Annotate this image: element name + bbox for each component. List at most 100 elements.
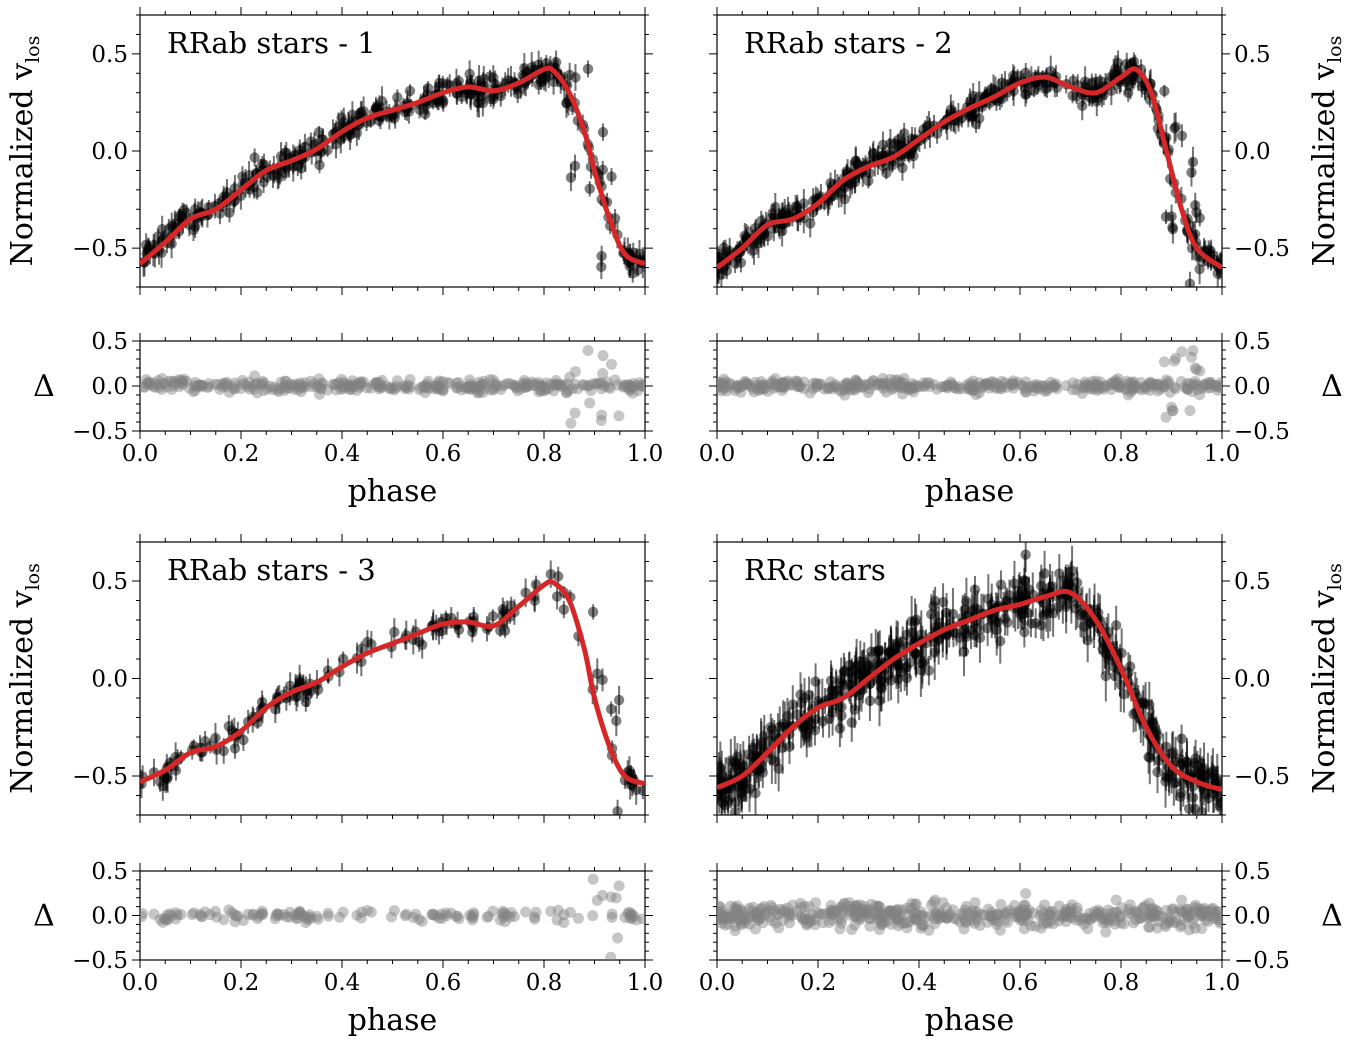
residual-point [826,908,838,920]
residual-point [901,917,913,929]
residual-point [918,381,930,393]
residual-point [1060,910,1072,922]
residual-point [902,383,914,395]
residual-point [451,382,463,394]
residual-point [850,900,862,912]
residual-point [884,373,896,385]
residual-point [247,380,259,392]
residual-point [1013,905,1025,917]
y-axis-label-main: Normalized v [1307,63,1342,266]
residual-point [594,378,606,390]
residual-point [728,910,740,922]
residual-point [161,909,173,921]
res-1-x-tick-label: 0.4 [901,441,938,467]
residual-point [228,908,240,920]
residual-point [968,905,980,917]
residual-point [590,378,602,390]
residual-point [1137,911,1149,923]
residual-point [748,386,760,398]
residual-point [1012,911,1024,923]
residual-point [872,909,884,921]
residual-point [1062,907,1074,919]
residual-point [819,908,831,920]
y-axis-label: Normalized vlos [1307,36,1346,267]
residual-point [838,379,850,391]
data-point [433,81,444,92]
residual-point [473,387,485,399]
residual-point [1008,382,1020,394]
residual-point [465,381,477,393]
residual-point [1175,376,1187,388]
residual-point [613,410,625,422]
x-axis-label: phase [348,1003,438,1038]
residual-point [203,381,215,393]
residual-point [299,381,311,393]
residual-point [1129,381,1141,393]
residual-point [361,382,373,394]
residual-point [456,384,468,396]
residual-point [1207,902,1219,914]
residual-point [897,376,909,388]
residual-point [1199,378,1211,390]
residual-point [1007,375,1019,387]
residual-point [196,379,208,391]
residual-point [451,382,463,394]
data-point [403,106,415,117]
data-point [356,643,367,654]
residual-point [839,384,851,396]
residual-point [1037,908,1049,920]
residual-point [1084,380,1096,392]
main-0-x-ticks [139,7,646,295]
data-point [1121,58,1132,69]
residual-point [376,374,388,386]
residual-point [501,909,513,921]
data-point [846,717,857,728]
residual-point [874,901,886,913]
residual-point [906,383,918,395]
residual-point [736,380,748,392]
residual-point [413,913,425,925]
data-point [1094,75,1106,87]
residual-point [1114,382,1126,394]
residual-point [1180,906,1192,918]
data-point [553,571,564,582]
residual-point [1071,902,1083,914]
residual-point [839,898,851,910]
res-2-x-ticks [139,863,646,968]
residual-point [731,900,743,912]
residual-point [294,377,306,389]
residual-point [370,377,382,389]
residual-point [217,381,229,393]
residual-point [335,383,347,395]
residual-point [846,924,858,936]
residual-point [836,917,848,929]
residual-point [835,902,847,914]
residual-point [1147,378,1159,390]
residual-point [798,376,810,388]
res-3-x-tick-label: 0.0 [699,970,736,996]
residual-point [790,375,802,387]
residual-point [473,376,485,388]
residual-point [1108,376,1120,388]
residual-point [1015,379,1027,391]
residual-point [742,379,754,391]
residual-point [811,381,823,393]
residual-point [731,380,743,392]
residual-point [235,383,247,395]
res-0-x-tick-label: 1.0 [627,441,664,467]
residual-point [1076,382,1088,394]
residual-point [752,385,764,397]
main-2-y-tick-label: 0.0 [91,667,128,693]
residual-point [292,912,304,924]
residual-point [747,382,759,394]
residual-point [982,916,994,928]
residual-point [1105,379,1117,391]
data-point [1060,601,1072,612]
residual-point [994,382,1006,394]
residual-point [1151,905,1163,917]
residual-point [1115,917,1127,929]
residual-point [577,379,589,391]
residual-point [863,383,875,395]
y-axis-label-subscript: los [1324,36,1346,63]
residual-point [170,907,182,919]
